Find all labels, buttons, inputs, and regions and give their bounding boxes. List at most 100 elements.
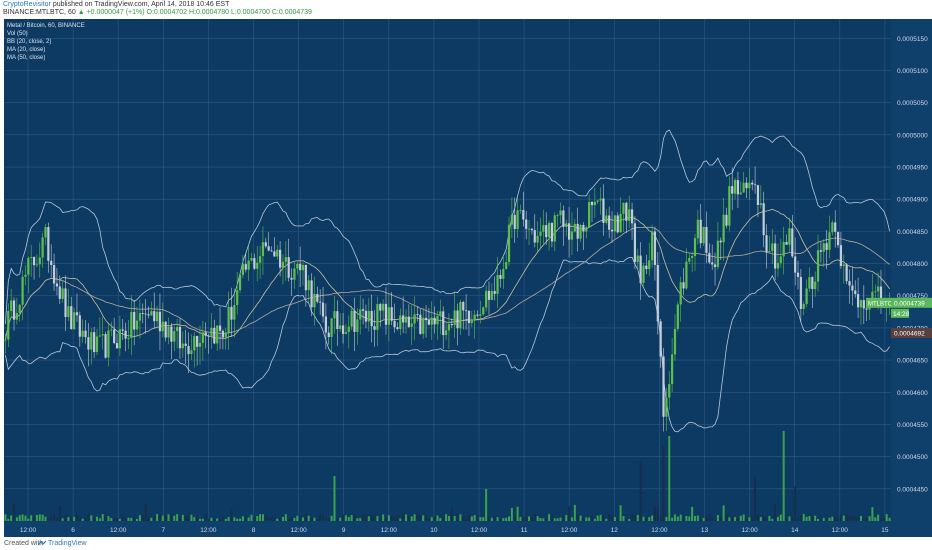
y-tick-label: 0.0004900 <box>897 197 928 204</box>
volume-bar <box>533 514 536 521</box>
volume-bar <box>465 518 468 521</box>
volume-bar <box>284 514 287 521</box>
candle-body <box>588 201 591 228</box>
candle-body <box>556 215 559 216</box>
volume-bar <box>588 517 591 521</box>
x-tick-label: 12 <box>611 527 619 534</box>
candle-body <box>81 330 84 337</box>
x-tick-label: 8 <box>252 527 256 534</box>
y-tick-label: 0.0004550 <box>897 422 928 429</box>
candle-body <box>442 311 445 336</box>
candle-body <box>645 265 648 270</box>
candle-body <box>270 250 273 252</box>
volume-bar <box>356 518 359 521</box>
volume-bar <box>373 514 376 521</box>
candle-body <box>739 192 742 195</box>
candle-body <box>470 320 473 324</box>
candle-body <box>336 311 339 329</box>
volume-bar <box>879 518 882 521</box>
volume-bar <box>691 506 694 521</box>
candle-body <box>370 310 373 327</box>
candle-body <box>216 325 219 344</box>
volume-bar <box>467 514 470 521</box>
volume-bar <box>839 514 842 521</box>
candle-body <box>802 304 805 309</box>
candle-body <box>874 291 877 293</box>
volume-bar <box>141 515 144 521</box>
time-axis-background <box>4 521 932 537</box>
volume-bar <box>510 507 513 521</box>
candle-body <box>135 320 139 330</box>
volume-bar <box>384 518 387 521</box>
candle-body <box>118 329 121 349</box>
candle-body <box>794 256 797 273</box>
legend-entry: Metal / Bitcoin, 60, BINANCE <box>7 23 85 29</box>
candle-body <box>610 229 614 232</box>
volume-bar <box>344 515 347 521</box>
volume-bar <box>817 518 820 521</box>
candle-body <box>745 182 748 189</box>
volume-bar <box>734 517 737 521</box>
volume-bar <box>794 486 797 521</box>
volume-bar <box>213 518 216 521</box>
volume-bar <box>602 514 605 521</box>
volume-bar <box>410 516 413 521</box>
candle-body <box>93 332 96 353</box>
y-tick-label: 0.0004450 <box>897 486 928 493</box>
volume-bar <box>725 514 728 521</box>
tradingview-brand[interactable]: TradingView <box>48 540 87 547</box>
x-tick-label: 13 <box>701 527 709 534</box>
candle-body <box>862 300 865 309</box>
volume-bar <box>273 517 276 521</box>
y-tick-label: 0.0004800 <box>897 261 928 268</box>
volume-bar <box>648 517 651 521</box>
x-tick-label: 12:00 <box>290 527 307 534</box>
volume-bar <box>874 517 877 521</box>
candle-body <box>187 345 190 355</box>
volume-bar <box>499 518 502 521</box>
volume-bar <box>227 517 230 521</box>
volume-bar <box>15 517 18 521</box>
x-tick-label: 11 <box>521 527 528 534</box>
volume-bar <box>633 515 636 521</box>
volume-bar <box>570 517 573 521</box>
candle-body <box>344 332 348 334</box>
countdown-value: 14:28 <box>893 311 910 318</box>
candle-body <box>196 336 199 347</box>
candle-body <box>310 280 313 308</box>
candle-body <box>848 281 851 286</box>
volume-bar <box>413 514 416 521</box>
candle-body <box>722 214 725 243</box>
volume-bar <box>742 514 745 521</box>
volume-bar <box>771 518 774 521</box>
volume-bar <box>854 517 857 521</box>
volume-bar <box>382 514 385 521</box>
volume-bar <box>877 514 880 521</box>
volume-bar <box>84 517 87 521</box>
volume-bar <box>473 514 476 521</box>
candle-body <box>650 231 654 261</box>
countdown-tag <box>891 308 909 318</box>
candle-body <box>642 265 645 283</box>
volume-bar <box>190 514 193 521</box>
volume-bar <box>402 514 405 521</box>
candle-body <box>791 228 794 257</box>
volume-bar <box>885 514 888 521</box>
volume-bar <box>430 517 433 521</box>
candle-body <box>144 313 147 315</box>
candle-body <box>407 316 410 327</box>
volume-bar <box>447 515 450 521</box>
volume-bar <box>568 506 571 521</box>
candle-body <box>811 277 814 290</box>
volume-bar <box>196 517 199 521</box>
candle-body <box>633 223 637 262</box>
volume-bar <box>759 516 762 521</box>
volume-bar <box>7 518 10 521</box>
candle-body <box>130 311 133 339</box>
author-link[interactable]: CryptoRevisitor <box>3 1 51 8</box>
candle-body <box>450 324 453 326</box>
volume-bar <box>118 518 121 521</box>
y-tick-label: 0.0005000 <box>897 132 928 139</box>
volume-bar <box>38 514 41 521</box>
